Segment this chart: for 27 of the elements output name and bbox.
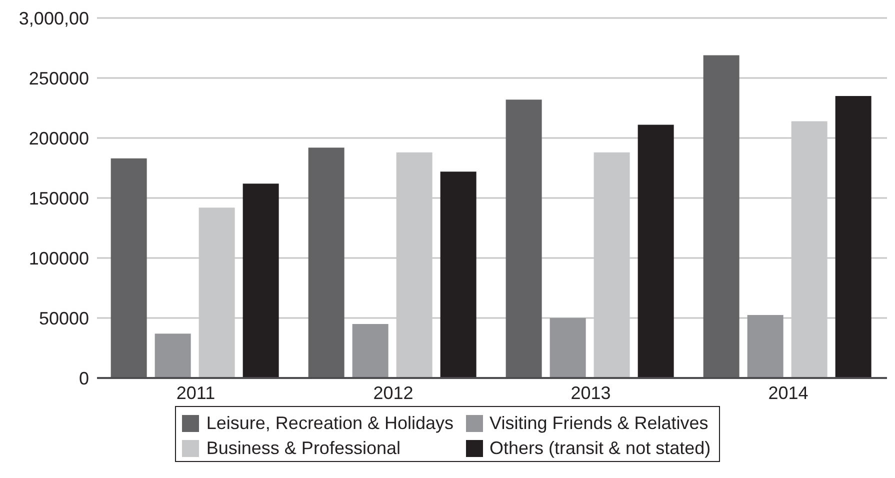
y-tick-label: 250000 [28, 68, 89, 88]
legend-label: Business & Professional [206, 438, 400, 459]
legend-label: Leisure, Recreation & Holidays [206, 413, 454, 434]
bar [154, 334, 191, 378]
legend-label: Others (transit & not stated) [490, 438, 711, 459]
y-tick-label: 0 [78, 368, 89, 388]
x-tick-label: 2012 [373, 382, 414, 403]
y-tick-label: 3,000,00 [18, 8, 89, 28]
bar [638, 124, 674, 378]
bar [110, 158, 147, 378]
bar [747, 315, 784, 378]
x-tick-label: 2013 [570, 382, 611, 403]
y-tick-label: 50000 [38, 308, 89, 328]
x-tick-label: 2014 [768, 382, 808, 403]
legend-label: Visiting Friends & Relatives [490, 413, 708, 434]
bar [440, 172, 476, 378]
y-tick-label: 150000 [28, 188, 89, 208]
x-tick-label: 2011 [176, 382, 216, 403]
bar [352, 324, 388, 378]
bar [506, 100, 542, 378]
bar [703, 55, 740, 378]
bar [308, 148, 344, 378]
y-tick-label: 200000 [28, 128, 89, 148]
bar [242, 184, 279, 378]
y-tick-label: 100000 [28, 248, 89, 268]
bar [550, 318, 586, 378]
bar [835, 96, 872, 378]
